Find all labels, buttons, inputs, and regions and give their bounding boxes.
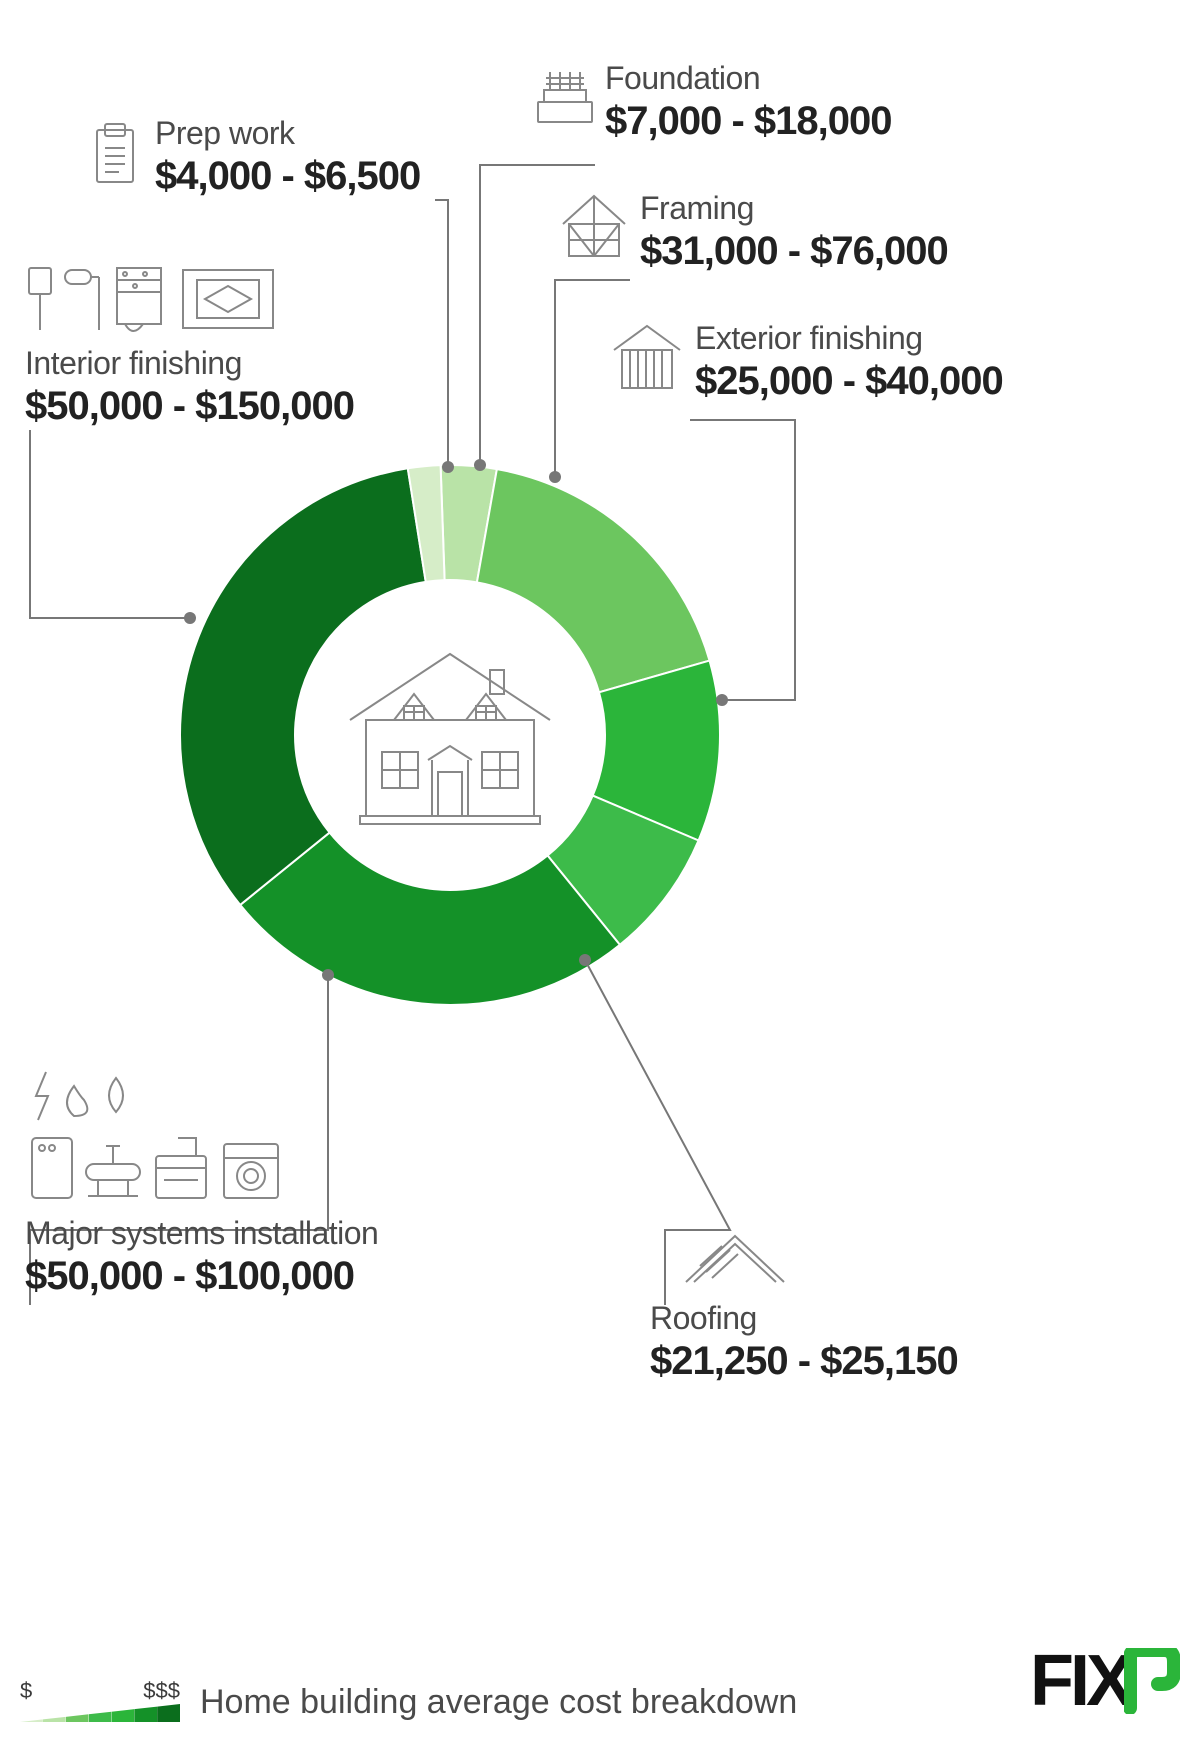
roofing-title: Roofing: [650, 1300, 958, 1337]
leader-dot-framing: [549, 471, 561, 483]
leader-dot-prep: [442, 461, 454, 473]
interior-label: Interior finishing $50,000 - $150,000: [25, 345, 354, 429]
framing-label: Framing $31,000 - $76,000: [640, 190, 948, 274]
leader-dot-interior: [184, 612, 196, 624]
prep-cost: $4,000 - $6,500: [155, 154, 420, 199]
prep-label: Prep work $4,000 - $6,500: [155, 115, 420, 199]
exterior-cost: $25,000 - $40,000: [695, 359, 1003, 404]
interior-icon: [25, 262, 285, 338]
roofing-icon: [680, 1228, 790, 1292]
legend-high: $$$: [143, 1678, 180, 1704]
legend-swatches: [20, 1704, 180, 1722]
roofing-label: Roofing $21,250 - $25,150: [650, 1300, 958, 1384]
framing-icon: [555, 190, 633, 262]
leader-dot-exterior: [716, 694, 728, 706]
roofing-cost: $21,250 - $25,150: [650, 1339, 958, 1384]
footer: $ $$$ Home building average cost breakdo…: [20, 1640, 1180, 1722]
leader-dot-roofing: [579, 954, 591, 966]
cost-legend: $ $$$: [20, 1678, 180, 1722]
framing-title: Framing: [640, 190, 948, 227]
foundation-title: Foundation: [605, 60, 891, 97]
foundation-cost: $7,000 - $18,000: [605, 99, 891, 144]
logo-text: FIX: [1030, 1640, 1130, 1722]
major-systems-icon: [28, 1068, 288, 1208]
caption: Home building average cost breakdown: [200, 1683, 797, 1722]
foundation-icon: [530, 68, 600, 128]
prep-title: Prep work: [155, 115, 420, 152]
interior-cost: $50,000 - $150,000: [25, 384, 354, 429]
leader-dot-foundation: [474, 459, 486, 471]
leader-interior: [30, 430, 190, 618]
exterior-icon: [608, 320, 686, 394]
house-icon: [342, 640, 558, 830]
prep-icon: [85, 118, 145, 190]
exterior-title: Exterior finishing: [695, 320, 1003, 357]
leader-dot-major_systems: [322, 969, 334, 981]
fixr-logo: FIX: [1030, 1640, 1180, 1722]
interior-title: Interior finishing: [25, 345, 354, 382]
major-systems-title: Major systems installation: [25, 1215, 378, 1252]
legend-low: $: [20, 1678, 32, 1704]
major-systems-label: Major systems installation $50,000 - $10…: [25, 1215, 378, 1299]
exterior-label: Exterior finishing $25,000 - $40,000: [695, 320, 1003, 404]
major-systems-cost: $50,000 - $100,000: [25, 1254, 378, 1299]
logo-r-icon: [1124, 1648, 1180, 1714]
foundation-label: Foundation $7,000 - $18,000: [605, 60, 891, 144]
framing-cost: $31,000 - $76,000: [640, 229, 948, 274]
leader-prep: [435, 200, 448, 467]
